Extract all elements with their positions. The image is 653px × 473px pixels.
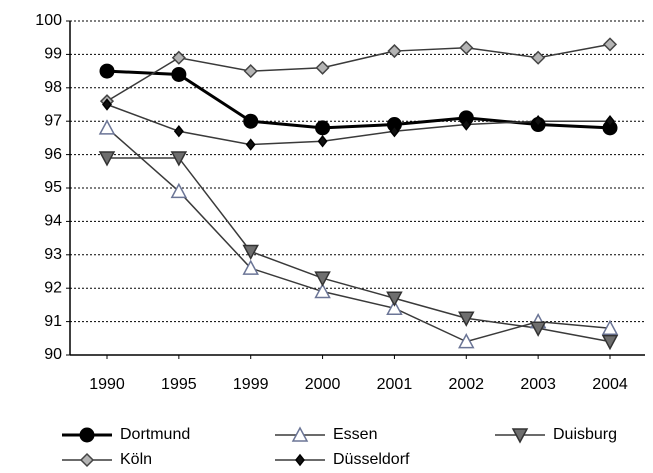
data-point	[389, 125, 400, 138]
data-point	[317, 135, 328, 148]
legend-marker	[295, 453, 305, 467]
data-point	[242, 244, 259, 261]
data-point	[387, 43, 402, 59]
data-point	[386, 291, 403, 307]
y-tick-label: 95	[44, 179, 62, 196]
data-point	[315, 120, 331, 136]
x-tick-label: 1990	[89, 376, 125, 393]
data-point	[602, 120, 618, 136]
y-tick-label: 93	[44, 246, 62, 263]
data-point	[459, 40, 474, 55]
legend-label: Essen	[333, 426, 377, 443]
data-point	[605, 114, 615, 128]
data-point	[98, 151, 116, 167]
data-point	[171, 66, 187, 82]
y-tick-label: 91	[44, 313, 62, 330]
y-tick-label: 99	[44, 46, 62, 63]
data-point	[170, 151, 188, 167]
data-point	[461, 118, 472, 131]
series-line	[106, 69, 611, 130]
legend-marker	[79, 452, 95, 468]
y-tick-label: 90	[44, 346, 62, 363]
y-tick-label: 94	[44, 213, 62, 230]
y-tick-label: 98	[44, 79, 62, 96]
data-point	[245, 138, 256, 151]
x-tick-label: 2000	[305, 376, 341, 393]
x-tick-label: 2002	[448, 376, 484, 393]
legend-label: Düsseldorf	[333, 451, 410, 468]
data-point	[602, 37, 618, 52]
x-tick-label: 2003	[520, 376, 556, 393]
data-point	[386, 117, 402, 133]
data-point	[173, 125, 184, 138]
legend-marker	[291, 426, 309, 442]
data-point	[458, 110, 474, 126]
series-line	[107, 157, 611, 343]
data-point	[458, 311, 475, 327]
y-tick-label: 96	[44, 146, 62, 163]
data-point	[243, 64, 258, 79]
data-point	[601, 334, 619, 351]
data-point	[99, 63, 115, 79]
data-point	[98, 119, 116, 135]
y-tick-label: 100	[35, 12, 62, 29]
x-tick-label: 2001	[377, 376, 413, 393]
data-point	[531, 50, 546, 65]
data-point	[171, 50, 186, 65]
series-line	[106, 43, 611, 102]
data-point	[386, 299, 403, 315]
data-point	[242, 259, 259, 275]
legend-marker	[511, 428, 529, 444]
data-point	[314, 282, 331, 299]
legend-label: Köln	[120, 451, 152, 468]
data-point	[533, 114, 544, 128]
data-point	[601, 319, 619, 336]
series-line	[106, 103, 610, 146]
data-point	[529, 321, 547, 337]
x-tick-label: 1995	[161, 376, 197, 393]
data-point	[243, 113, 259, 129]
data-point	[458, 333, 475, 349]
data-point	[314, 271, 331, 287]
legend-label: Duisburg	[553, 426, 617, 443]
legend-marker	[79, 427, 95, 443]
x-tick-label: 2004	[592, 376, 628, 393]
x-tick-label: 1999	[233, 376, 269, 393]
y-tick-label: 97	[44, 112, 62, 129]
series-line	[106, 127, 611, 343]
data-point	[315, 60, 330, 75]
data-point	[102, 98, 112, 111]
legend-label: Dortmund	[120, 426, 190, 443]
y-tick-label: 92	[44, 279, 62, 296]
data-point	[170, 182, 188, 199]
